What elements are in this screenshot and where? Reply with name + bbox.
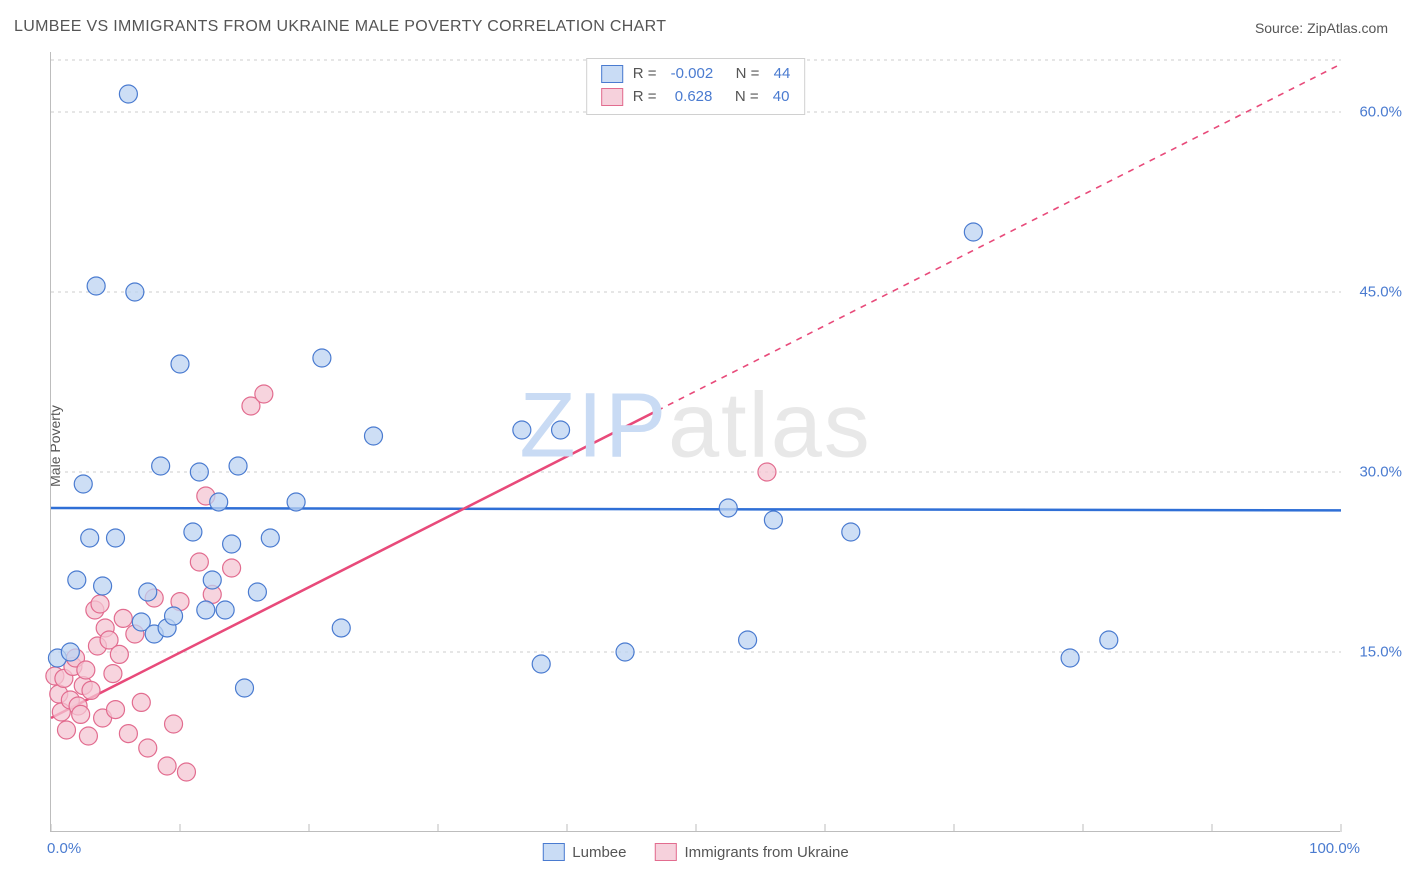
data-point-ukraine bbox=[82, 681, 100, 699]
data-point-lumbee bbox=[126, 283, 144, 301]
plot-area: ZIPatlas R = -0.002 N = 44 R = 0.628 N =… bbox=[50, 52, 1340, 832]
x-min-label: 0.0% bbox=[47, 840, 81, 857]
data-point-ukraine bbox=[255, 385, 273, 403]
data-point-ukraine bbox=[91, 595, 109, 613]
y-tick-label: 15.0% bbox=[1359, 644, 1402, 661]
legend-item-ukraine: Immigrants from Ukraine bbox=[655, 843, 849, 861]
data-point-ukraine bbox=[119, 725, 137, 743]
chart-svg bbox=[51, 52, 1340, 831]
data-point-lumbee bbox=[229, 457, 247, 475]
swatch-pink-icon bbox=[655, 843, 677, 861]
data-point-ukraine bbox=[79, 727, 97, 745]
data-point-lumbee bbox=[248, 583, 266, 601]
data-point-lumbee bbox=[81, 529, 99, 547]
data-point-lumbee bbox=[739, 631, 757, 649]
data-point-lumbee bbox=[1100, 631, 1118, 649]
r-value-ukraine: 0.628 bbox=[675, 86, 713, 109]
data-point-lumbee bbox=[513, 421, 531, 439]
data-point-lumbee bbox=[532, 655, 550, 673]
source-label: Source: ZipAtlas.com bbox=[1255, 20, 1388, 36]
data-point-lumbee bbox=[171, 355, 189, 373]
x-max-label: 100.0% bbox=[1309, 840, 1360, 857]
legend-item-lumbee: Lumbee bbox=[542, 843, 626, 861]
data-point-lumbee bbox=[764, 511, 782, 529]
data-point-lumbee bbox=[216, 601, 234, 619]
r-value-lumbee: -0.002 bbox=[671, 63, 714, 86]
data-point-ukraine bbox=[77, 661, 95, 679]
data-point-lumbee bbox=[165, 607, 183, 625]
data-point-ukraine bbox=[114, 609, 132, 627]
data-point-lumbee bbox=[313, 349, 331, 367]
data-point-ukraine bbox=[72, 705, 90, 723]
r-label: R = bbox=[633, 86, 665, 109]
data-point-ukraine bbox=[190, 553, 208, 571]
n-value-ukraine: 40 bbox=[773, 86, 790, 109]
data-point-ukraine bbox=[104, 665, 122, 683]
y-tick-label: 45.0% bbox=[1359, 284, 1402, 301]
data-point-lumbee bbox=[842, 523, 860, 541]
data-point-ukraine bbox=[758, 463, 776, 481]
swatch-blue-icon bbox=[542, 843, 564, 861]
data-point-lumbee bbox=[223, 535, 241, 553]
data-point-lumbee bbox=[203, 571, 221, 589]
data-point-ukraine bbox=[110, 645, 128, 663]
data-point-lumbee bbox=[197, 601, 215, 619]
data-point-lumbee bbox=[184, 523, 202, 541]
legend-label-lumbee: Lumbee bbox=[572, 844, 626, 861]
data-point-lumbee bbox=[1061, 649, 1079, 667]
data-point-lumbee bbox=[332, 619, 350, 637]
data-point-ukraine bbox=[132, 693, 150, 711]
data-point-lumbee bbox=[719, 499, 737, 517]
data-point-ukraine bbox=[107, 701, 125, 719]
swatch-blue-icon bbox=[601, 65, 623, 83]
n-label: N = bbox=[722, 86, 762, 109]
data-point-lumbee bbox=[287, 493, 305, 511]
data-point-lumbee bbox=[261, 529, 279, 547]
data-point-ukraine bbox=[223, 559, 241, 577]
data-point-lumbee bbox=[964, 223, 982, 241]
data-point-lumbee bbox=[139, 583, 157, 601]
data-point-lumbee bbox=[87, 277, 105, 295]
legend-label-ukraine: Immigrants from Ukraine bbox=[685, 844, 849, 861]
data-point-lumbee bbox=[236, 679, 254, 697]
stats-legend: R = -0.002 N = 44 R = 0.628 N = 40 bbox=[586, 58, 806, 115]
stats-row-lumbee: R = -0.002 N = 44 bbox=[601, 63, 791, 86]
data-point-lumbee bbox=[61, 643, 79, 661]
n-value-lumbee: 44 bbox=[774, 63, 791, 86]
data-point-lumbee bbox=[365, 427, 383, 445]
chart-title: LUMBEE VS IMMIGRANTS FROM UKRAINE MALE P… bbox=[14, 18, 666, 36]
stats-row-ukraine: R = 0.628 N = 40 bbox=[601, 86, 791, 109]
data-point-lumbee bbox=[152, 457, 170, 475]
data-point-lumbee bbox=[94, 577, 112, 595]
data-point-lumbee bbox=[210, 493, 228, 511]
data-point-lumbee bbox=[74, 475, 92, 493]
data-point-lumbee bbox=[107, 529, 125, 547]
data-point-ukraine bbox=[165, 715, 183, 733]
data-point-lumbee bbox=[119, 85, 137, 103]
swatch-pink-icon bbox=[601, 88, 623, 106]
data-point-ukraine bbox=[177, 763, 195, 781]
data-point-ukraine bbox=[57, 721, 75, 739]
y-tick-label: 30.0% bbox=[1359, 464, 1402, 481]
data-point-lumbee bbox=[616, 643, 634, 661]
data-point-lumbee bbox=[190, 463, 208, 481]
bottom-legend: Lumbee Immigrants from Ukraine bbox=[542, 843, 848, 861]
data-point-ukraine bbox=[158, 757, 176, 775]
data-point-lumbee bbox=[552, 421, 570, 439]
r-label: R = bbox=[633, 63, 661, 86]
data-point-ukraine bbox=[139, 739, 157, 757]
data-point-lumbee bbox=[68, 571, 86, 589]
y-tick-label: 60.0% bbox=[1359, 104, 1402, 121]
n-label: N = bbox=[723, 63, 763, 86]
